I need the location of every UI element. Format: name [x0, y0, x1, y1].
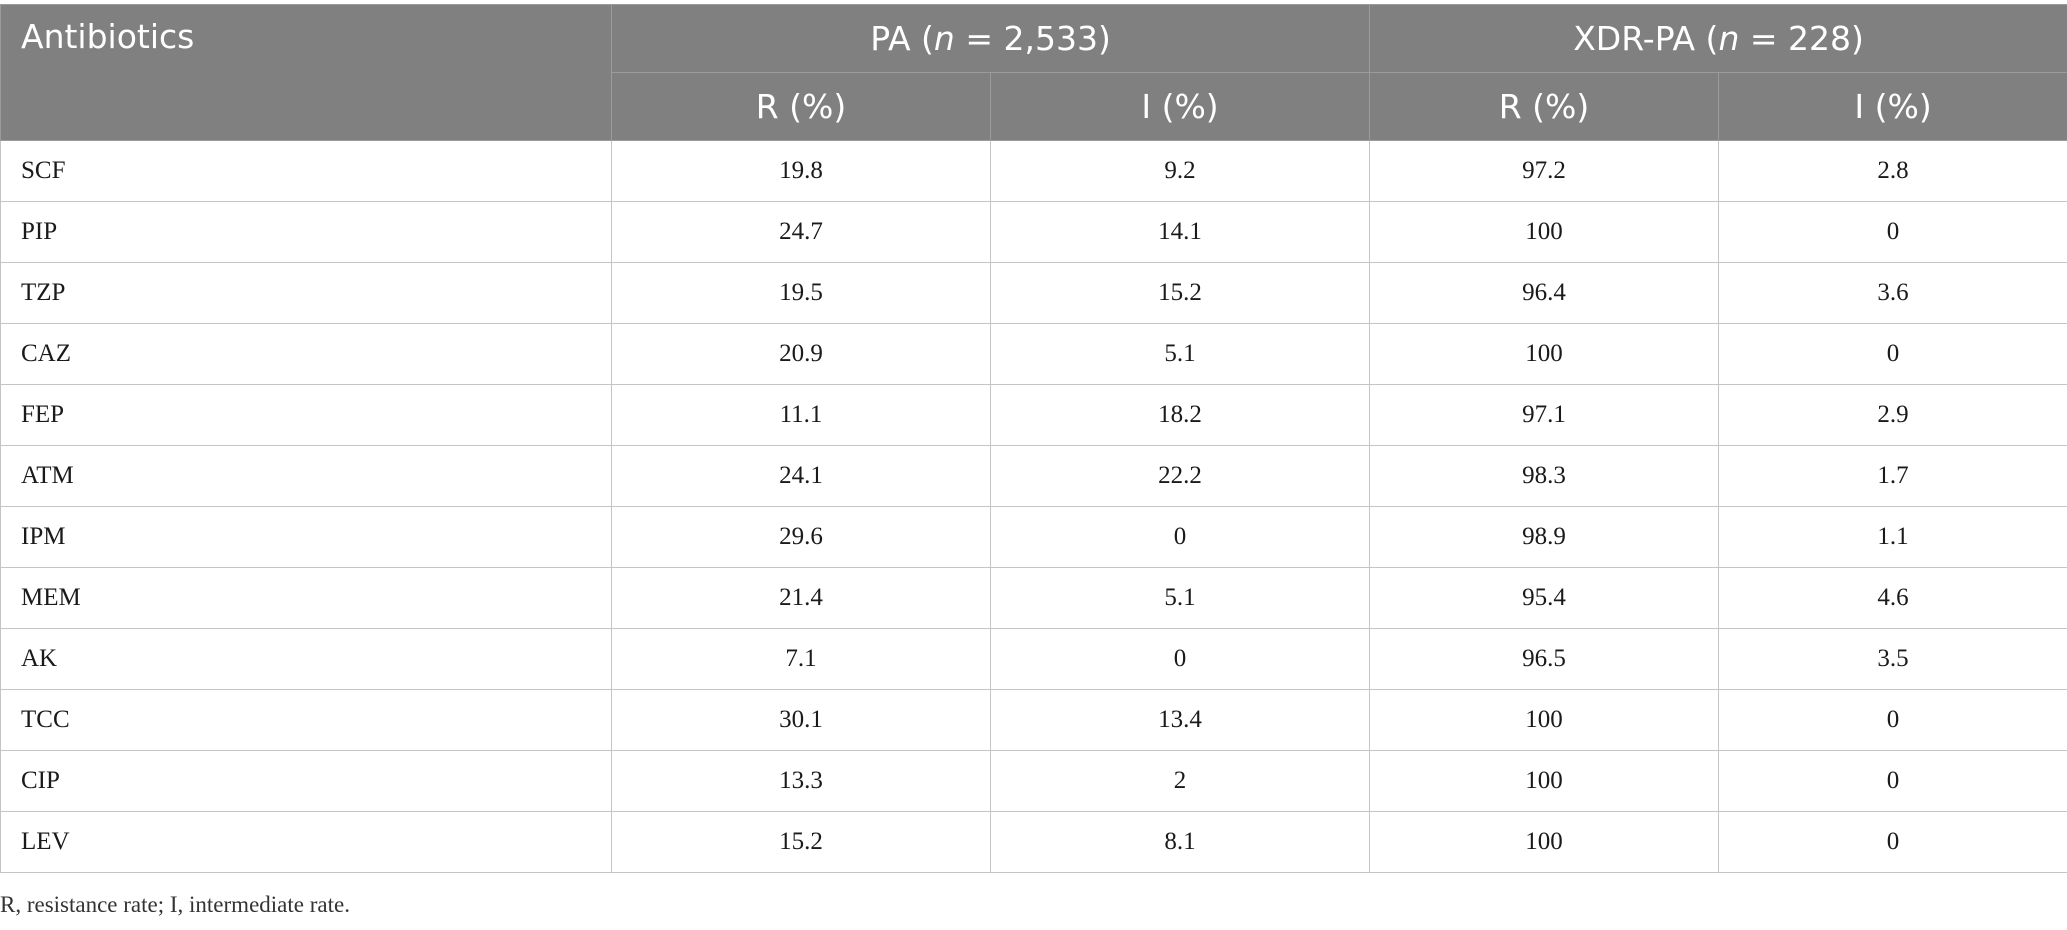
rate-cell: 1.1	[1718, 506, 2067, 568]
table-row: MEM 21.4 5.1 95.4 4.6	[0, 567, 2067, 629]
rate-cell: 96.4	[1369, 262, 1720, 324]
antibiotic-name: PIP	[0, 201, 612, 263]
rate-cell: 29.6	[611, 506, 991, 568]
rate-cell: 11.1	[611, 384, 991, 446]
rate-cell: 96.5	[1369, 628, 1720, 690]
rate-cell: 0	[1718, 811, 2067, 873]
xdr-pa-group-header: XDR-PA (n = 228)	[1369, 4, 2067, 73]
antibiotics-header: Antibiotics	[0, 4, 612, 141]
header-row-subheaders: R (%) I (%) R (%) I (%)	[1, 72, 2067, 141]
rate-cell: 100	[1369, 201, 1720, 263]
rate-cell: 0	[1718, 201, 2067, 263]
rate-cell: 2.8	[1718, 140, 2067, 202]
antibiotic-name: TCC	[0, 689, 612, 751]
antibiotic-name: LEV	[0, 811, 612, 873]
table-footnote: R, resistance rate; I, intermediate rate…	[0, 892, 350, 917]
header-row-groups: Antibiotics PA (n = 2,533) XDR-PA (n = 2…	[0, 4, 2067, 141]
rate-cell: 100	[1369, 750, 1720, 812]
xdr-i-header: I (%)	[1718, 72, 2067, 141]
rate-cell: 5.1	[989, 323, 1371, 385]
table-row: FEP 11.1 18.2 97.1 2.9	[0, 384, 2067, 446]
rate-cell: 98.3	[1369, 445, 1720, 507]
table-row: LEV 15.2 8.1 100 0	[0, 811, 2067, 873]
rate-cell: 15.2	[989, 262, 1371, 324]
rate-cell: 100	[1369, 689, 1720, 751]
rate-cell: 0	[989, 506, 1371, 568]
rate-cell: 1.7	[1718, 445, 2067, 507]
table-row: ATM 24.1 22.2 98.3 1.7	[0, 445, 2067, 507]
rate-cell: 19.5	[611, 262, 991, 324]
rate-cell: 100	[1369, 323, 1720, 385]
rate-cell: 97.2	[1369, 140, 1720, 202]
rate-cell: 15.2	[611, 811, 991, 873]
rate-cell: 19.8	[611, 140, 991, 202]
rate-cell: 97.1	[1369, 384, 1720, 446]
rate-cell: 18.2	[989, 384, 1371, 446]
table-row: AK 7.1 0 96.5 3.5	[0, 628, 2067, 690]
table-row: TCC 30.1 13.4 100 0	[0, 689, 2067, 751]
rate-cell: 20.9	[611, 323, 991, 385]
rate-cell: 0	[989, 628, 1371, 690]
antibiotic-name: FEP	[0, 384, 612, 446]
rate-cell: 7.1	[611, 628, 991, 690]
antibiotic-name: CAZ	[0, 323, 612, 385]
rate-cell: 95.4	[1369, 567, 1720, 629]
rate-cell: 5.1	[989, 567, 1371, 629]
antibiotic-name: ATM	[0, 445, 612, 507]
rate-cell: 0	[1718, 689, 2067, 751]
xdr-r-header: R (%)	[1369, 72, 1720, 141]
rate-cell: 2.9	[1718, 384, 2067, 446]
rate-cell: 13.4	[989, 689, 1371, 751]
rate-cell: 30.1	[611, 689, 991, 751]
table-row: TZP 19.5 15.2 96.4 3.6	[0, 262, 2067, 324]
rate-cell: 2	[989, 750, 1371, 812]
rate-cell: 21.4	[611, 567, 991, 629]
table-row: CAZ 20.9 5.1 100 0	[0, 323, 2067, 385]
antibiotic-name: CIP	[0, 750, 612, 812]
rate-cell: 0	[1718, 750, 2067, 812]
pa-group-header: PA (n = 2,533)	[610, 4, 1371, 73]
rate-cell: 24.1	[611, 445, 991, 507]
table-row: PIP 24.7 14.1 100 0	[0, 201, 2067, 263]
rate-cell: 9.2	[989, 140, 1371, 202]
table-row: SCF 19.8 9.2 97.2 2.8	[0, 140, 2067, 202]
rate-cell: 13.3	[611, 750, 991, 812]
rate-cell: 22.2	[989, 445, 1371, 507]
antibiotic-name: MEM	[0, 567, 612, 629]
pa-r-header: R (%)	[611, 72, 991, 141]
rate-cell: 14.1	[989, 201, 1371, 263]
rate-cell: 3.5	[1718, 628, 2067, 690]
antibiotic-name: TZP	[0, 262, 612, 324]
rate-cell: 8.1	[989, 811, 1371, 873]
table-row: IPM 29.6 0 98.9 1.1	[0, 506, 2067, 568]
rate-cell: 0	[1718, 323, 2067, 385]
pa-i-header: I (%)	[989, 72, 1371, 141]
rate-cell: 100	[1369, 811, 1720, 873]
table-row: CIP 13.3 2 100 0	[0, 750, 2067, 812]
antibiotic-resistance-table: Antibiotics PA (n = 2,533) XDR-PA (n = 2…	[0, 4, 2067, 873]
rate-cell: 24.7	[611, 201, 991, 263]
antibiotic-name: IPM	[0, 506, 612, 568]
table-body: SCF 19.8 9.2 97.2 2.8 PIP 24.7 14.1 100 0 TZP 19.5 1…	[0, 140, 2067, 873]
rate-cell: 3.6	[1718, 262, 2067, 324]
rate-cell: 4.6	[1718, 567, 2067, 629]
rate-cell: 98.9	[1369, 506, 1720, 568]
antibiotic-name: SCF	[0, 140, 612, 202]
antibiotic-name: AK	[0, 628, 612, 690]
